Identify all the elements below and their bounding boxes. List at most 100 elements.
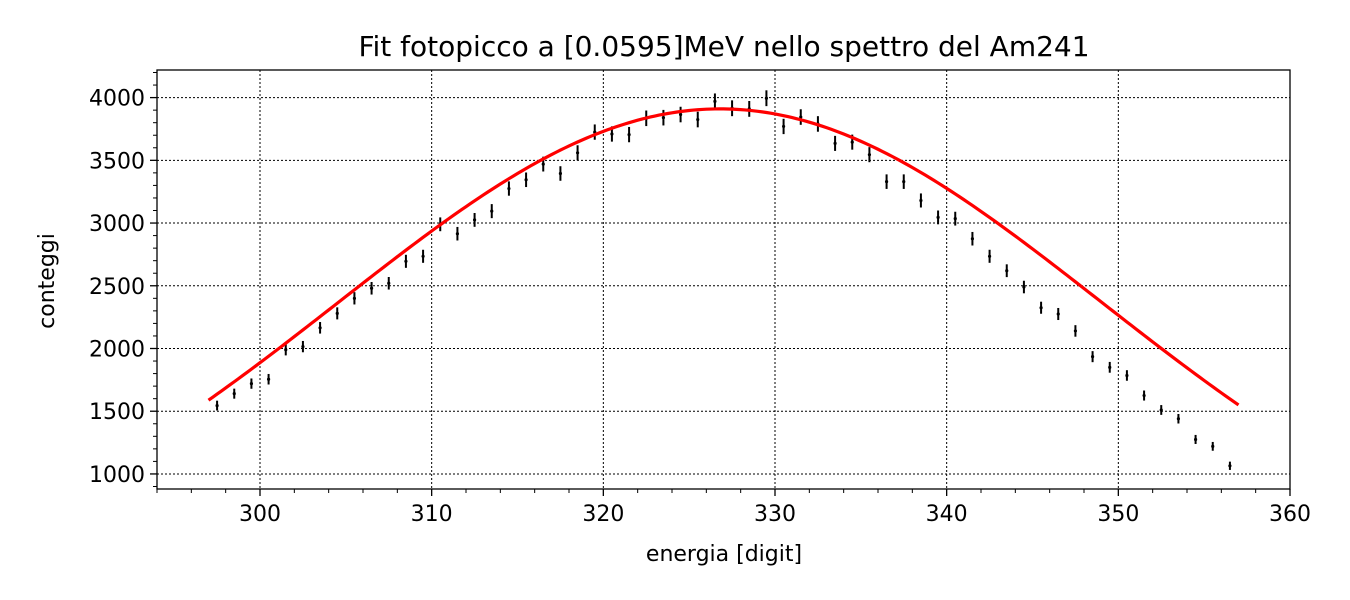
data-point xyxy=(867,147,872,163)
fit-curve-layer xyxy=(207,107,1240,407)
data-marker xyxy=(1039,306,1043,310)
data-point xyxy=(472,213,477,227)
data-point xyxy=(1193,434,1198,444)
data-marker xyxy=(953,217,957,221)
data-marker xyxy=(713,99,717,103)
x-tick-label: 320 xyxy=(582,502,624,527)
y-tick-label: 3500 xyxy=(89,149,145,174)
data-point xyxy=(936,210,940,225)
data-marker xyxy=(799,115,803,119)
data-point xyxy=(455,226,460,241)
data-marker xyxy=(249,382,254,386)
data-marker xyxy=(266,377,271,381)
data-marker xyxy=(1142,393,1146,398)
data-point xyxy=(1056,307,1060,321)
data-marker xyxy=(558,171,563,176)
x-tick-label: 360 xyxy=(1269,502,1311,527)
data-marker xyxy=(1005,269,1009,273)
data-marker xyxy=(472,218,477,222)
data-marker xyxy=(884,180,889,184)
data-marker xyxy=(507,186,511,191)
data-point xyxy=(678,106,683,123)
data-point xyxy=(215,400,219,411)
data-point xyxy=(1159,405,1163,415)
data-point xyxy=(1176,413,1181,424)
data-point xyxy=(558,166,563,181)
data-marker xyxy=(232,392,236,396)
data-marker xyxy=(987,254,992,258)
data-point xyxy=(249,378,254,389)
data-marker xyxy=(833,141,837,145)
data-marker xyxy=(696,117,700,122)
data-point xyxy=(575,145,580,161)
data-point xyxy=(421,249,425,263)
fit-curve xyxy=(207,107,1240,407)
data-point xyxy=(369,282,374,295)
data-marker xyxy=(524,178,528,182)
data-marker xyxy=(1022,285,1026,289)
data-point xyxy=(661,109,666,126)
data-point xyxy=(1090,351,1095,363)
data-marker xyxy=(421,254,425,258)
data-marker xyxy=(215,403,219,408)
data-point xyxy=(1142,390,1146,401)
data-marker xyxy=(404,259,408,263)
data-point xyxy=(1022,280,1026,294)
data-point xyxy=(318,322,322,334)
data-point xyxy=(284,344,288,356)
data-point xyxy=(902,174,906,189)
x-tick-label: 310 xyxy=(411,502,453,527)
data-point xyxy=(352,292,357,305)
data-point xyxy=(1228,461,1232,470)
plot-frame xyxy=(156,69,1291,490)
data-point xyxy=(266,373,271,385)
data-point xyxy=(593,124,597,140)
data-marker xyxy=(318,326,322,330)
data-marker xyxy=(970,237,975,241)
data-point xyxy=(953,211,957,226)
data-point xyxy=(490,204,494,219)
data-marker xyxy=(490,209,494,213)
data-point xyxy=(799,109,803,125)
data-marker xyxy=(764,96,769,100)
data-marker xyxy=(1211,444,1215,448)
data-point xyxy=(713,93,717,110)
x-tick-label: 330 xyxy=(754,502,796,527)
data-point xyxy=(1039,301,1043,314)
data-point xyxy=(1211,441,1215,451)
data-marker xyxy=(575,151,580,155)
y-tick-label: 2000 xyxy=(89,337,145,362)
data-point xyxy=(970,231,975,246)
data-point xyxy=(884,174,889,189)
data-marker xyxy=(284,348,288,352)
y-tick-label: 1500 xyxy=(89,400,145,425)
data-point xyxy=(627,126,631,143)
data-marker xyxy=(936,215,940,220)
data-point xyxy=(764,90,769,107)
grid-lines xyxy=(157,70,1290,489)
y-tick-label: 1000 xyxy=(89,463,145,488)
data-marker xyxy=(455,232,460,236)
x-tick-label: 300 xyxy=(239,502,281,527)
axes: 300 310 320 330 340 350 360 1000 1500 2000 2500 300… xyxy=(89,69,1311,527)
data-marker xyxy=(781,124,786,129)
y-tick-label: 2500 xyxy=(89,275,145,300)
data-point xyxy=(696,111,700,128)
data-point xyxy=(301,340,305,353)
data-points xyxy=(215,90,1232,470)
data-marker xyxy=(1056,312,1060,316)
data-point xyxy=(387,276,391,290)
data-marker xyxy=(1193,437,1198,442)
data-point xyxy=(1073,325,1078,337)
data-marker xyxy=(919,198,923,203)
data-point xyxy=(987,249,992,263)
data-marker xyxy=(627,133,631,137)
data-marker xyxy=(1228,464,1232,468)
data-point xyxy=(524,172,528,188)
data-point xyxy=(1125,370,1129,381)
data-point xyxy=(781,118,786,135)
data-marker xyxy=(902,180,906,184)
y-tick-label: 4000 xyxy=(89,87,145,112)
data-marker xyxy=(610,132,614,136)
y-axis-label: conteggi xyxy=(35,233,60,329)
